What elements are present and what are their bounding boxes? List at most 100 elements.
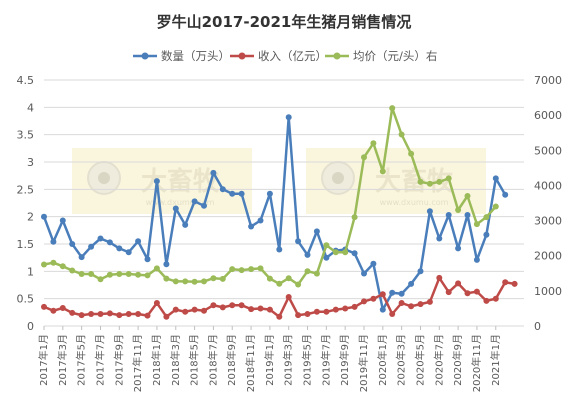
data-point[interactable] (172, 306, 179, 313)
data-point[interactable] (502, 279, 509, 286)
data-point[interactable] (473, 256, 480, 263)
data-point[interactable] (313, 308, 320, 315)
data-point[interactable] (276, 246, 283, 253)
data-point[interactable] (153, 265, 160, 272)
data-point[interactable] (238, 302, 245, 309)
data-point[interactable] (370, 140, 377, 147)
data-point[interactable] (408, 150, 415, 157)
data-point[interactable] (332, 249, 339, 256)
data-point[interactable] (116, 245, 123, 252)
data-point[interactable] (106, 271, 113, 278)
data-point[interactable] (379, 291, 386, 298)
data-point[interactable] (426, 180, 433, 187)
data-point[interactable] (398, 131, 405, 138)
data-point[interactable] (483, 214, 490, 221)
data-point[interactable] (144, 272, 151, 279)
data-point[interactable] (125, 249, 132, 256)
data-point[interactable] (370, 295, 377, 302)
data-point[interactable] (116, 271, 123, 277)
data-point[interactable] (238, 267, 245, 274)
data-point[interactable] (229, 190, 236, 197)
data-point[interactable] (41, 213, 47, 220)
data-point[interactable] (248, 306, 255, 313)
data-point[interactable] (379, 168, 386, 175)
data-point[interactable] (361, 298, 367, 305)
data-point[interactable] (135, 238, 142, 245)
data-point[interactable] (172, 205, 179, 212)
data-point[interactable] (464, 290, 471, 297)
data-point[interactable] (59, 263, 66, 270)
data-point[interactable] (351, 250, 358, 257)
data-point[interactable] (210, 169, 217, 176)
data-point[interactable] (398, 300, 405, 306)
data-point[interactable] (97, 276, 104, 283)
data-point[interactable] (59, 217, 66, 224)
data-point[interactable] (276, 313, 283, 320)
data-point[interactable] (436, 178, 443, 185)
data-point[interactable] (88, 271, 95, 277)
data-point[interactable] (455, 280, 462, 287)
data-point[interactable] (464, 212, 471, 218)
data-point[interactable] (125, 271, 132, 277)
data-point[interactable] (323, 242, 330, 249)
data-point[interactable] (389, 311, 396, 317)
data-point[interactable] (106, 310, 113, 317)
data-point[interactable] (182, 221, 189, 228)
data-point[interactable] (78, 271, 85, 277)
data-point[interactable] (332, 306, 339, 313)
data-point[interactable] (210, 302, 217, 309)
data-point[interactable] (88, 311, 95, 317)
data-point[interactable] (69, 241, 76, 247)
data-point[interactable] (408, 280, 415, 287)
data-point[interactable] (266, 306, 273, 313)
data-point[interactable] (436, 235, 443, 242)
data-point[interactable] (201, 278, 207, 285)
data-point[interactable] (295, 312, 302, 319)
data-point[interactable] (276, 280, 283, 287)
data-point[interactable] (219, 275, 226, 282)
data-point[interactable] (210, 275, 217, 282)
data-point[interactable] (455, 207, 462, 213)
data-point[interactable] (417, 301, 424, 308)
data-point[interactable] (389, 289, 396, 296)
data-point[interactable] (492, 295, 499, 302)
data-point[interactable] (191, 306, 198, 313)
data-point[interactable] (304, 311, 311, 317)
data-point[interactable] (201, 307, 207, 314)
legend-item-quantity[interactable]: 数量（万头） (133, 49, 230, 63)
data-point[interactable] (125, 311, 132, 317)
data-point[interactable] (483, 297, 490, 304)
data-point[interactable] (464, 193, 471, 199)
data-point[interactable] (50, 259, 57, 266)
data-point[interactable] (153, 178, 160, 185)
data-point[interactable] (182, 278, 189, 285)
data-point[interactable] (304, 268, 311, 275)
data-point[interactable] (41, 303, 47, 310)
data-point[interactable] (323, 254, 330, 261)
data-point[interactable] (69, 267, 76, 274)
data-point[interactable] (313, 228, 320, 235)
data-point[interactable] (135, 311, 142, 317)
data-point[interactable] (417, 178, 424, 185)
data-point[interactable] (389, 105, 396, 112)
data-point[interactable] (257, 265, 264, 272)
data-point[interactable] (342, 249, 349, 256)
data-point[interactable] (97, 235, 104, 242)
data-point[interactable] (219, 304, 226, 311)
legend-item-revenue[interactable]: 收入（亿元） (230, 49, 327, 63)
data-point[interactable] (163, 275, 170, 282)
data-point[interactable] (41, 261, 47, 268)
data-point[interactable] (417, 268, 424, 275)
data-point[interactable] (257, 305, 264, 312)
data-point[interactable] (69, 309, 76, 316)
data-point[interactable] (88, 243, 95, 250)
data-point[interactable] (445, 175, 452, 182)
data-point[interactable] (379, 306, 386, 313)
data-point[interactable] (492, 203, 499, 210)
data-point[interactable] (436, 274, 443, 281)
data-point[interactable] (219, 186, 226, 193)
data-point[interactable] (153, 300, 160, 306)
data-point[interactable] (191, 198, 198, 205)
data-point[interactable] (163, 313, 170, 320)
data-point[interactable] (266, 275, 273, 282)
